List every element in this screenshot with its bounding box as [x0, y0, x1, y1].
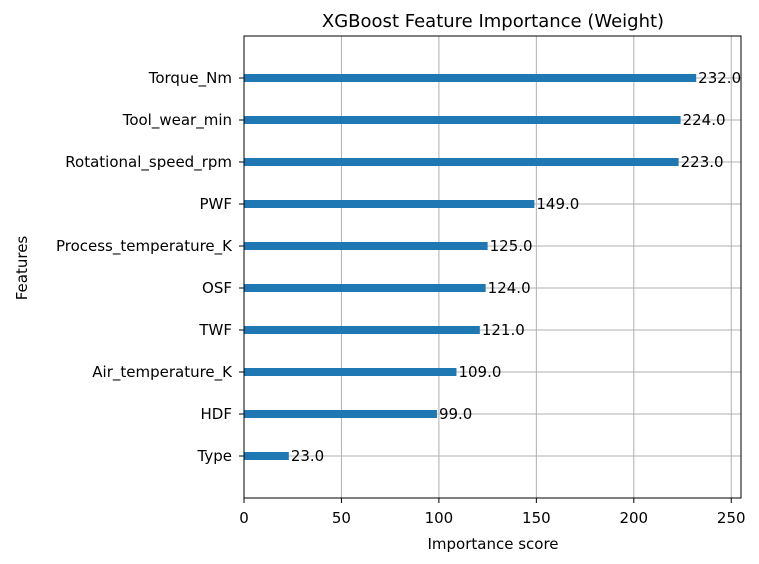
y-axis-label: Features [13, 236, 31, 301]
grid-lines [244, 36, 741, 498]
data-label: 224.0 [683, 111, 726, 129]
data-label: 99.0 [439, 405, 472, 423]
data-label: 124.0 [488, 279, 531, 297]
bar [244, 242, 488, 250]
y-tick-label: Process_temperature_K [56, 237, 233, 256]
data-label: 232.0 [698, 69, 741, 87]
x-tick-label: 250 [717, 509, 746, 527]
data-label: 121.0 [482, 321, 525, 339]
bar [244, 452, 289, 460]
y-tick-label: Tool_wear_min [122, 111, 232, 130]
bar [244, 74, 697, 82]
y-tick-label: OSF [202, 279, 232, 297]
x-tick-label: 150 [522, 509, 551, 527]
y-tick-label: HDF [201, 405, 232, 423]
y-tick-label: TWF [198, 321, 232, 339]
data-label: 223.0 [681, 153, 724, 171]
data-label: 125.0 [490, 237, 533, 255]
bar [244, 284, 486, 292]
bars [244, 74, 697, 460]
x-tick-label: 100 [425, 509, 454, 527]
bar [244, 158, 679, 166]
bar [244, 200, 535, 208]
y-tick-label: Type [197, 447, 232, 465]
x-tick-label: 0 [239, 509, 249, 527]
data-label: 109.0 [458, 363, 501, 381]
y-tick-label: Rotational_speed_rpm [65, 153, 232, 172]
axis-ticks: 0 50 100 150 200 250 Type HDF Air_temperature_K T… [56, 69, 746, 527]
y-tick-label: Air_temperature_K [92, 363, 233, 382]
data-label: 23.0 [291, 447, 324, 465]
bar [244, 116, 681, 124]
data-labels: 23.0 99.0 109.0 121.0 124.0 125.0 149.0 223.0 22… [291, 69, 741, 465]
x-tick-label: 200 [619, 509, 648, 527]
bar [244, 410, 437, 418]
chart-title: XGBoost Feature Importance (Weight) [322, 11, 664, 32]
y-tick-label: Torque_Nm [148, 69, 232, 88]
x-tick-label: 50 [332, 509, 351, 527]
y-tick-label: PWF [199, 195, 232, 213]
plot-frame [243, 35, 742, 499]
x-axis-label: Importance score [427, 535, 558, 553]
bar [244, 326, 480, 334]
bar [244, 368, 457, 376]
data-label: 149.0 [536, 195, 579, 213]
